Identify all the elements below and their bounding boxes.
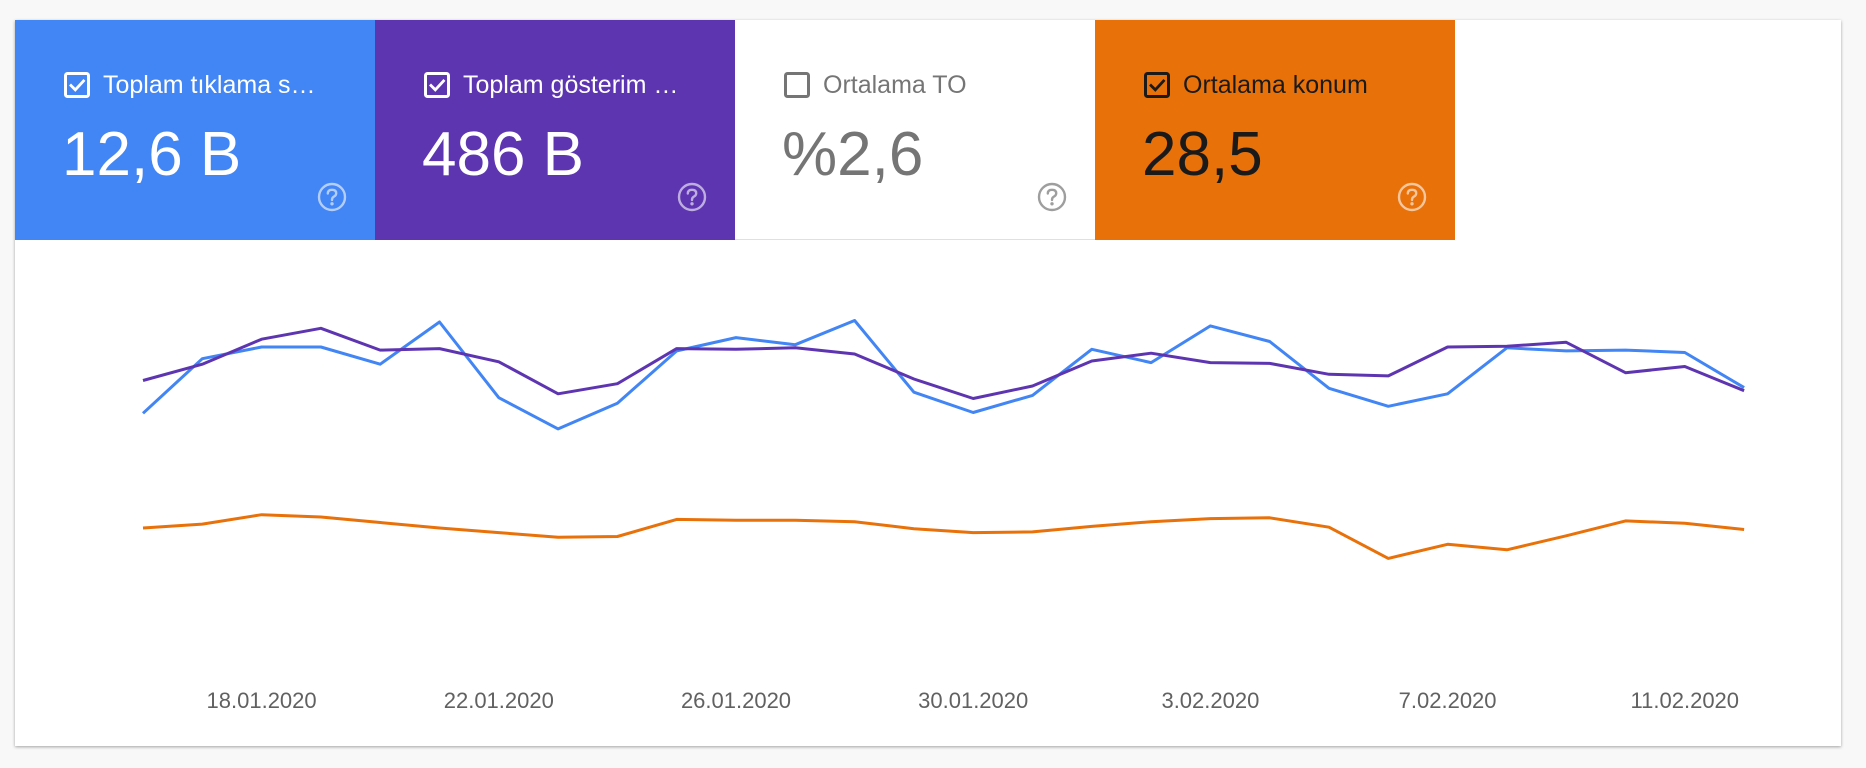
metric-tile-clicks[interactable]: Toplam tıklama s… 12,6 B <box>15 20 375 240</box>
x-tick-label: 26.01.2020 <box>681 688 791 713</box>
checkbox-empty-icon[interactable] <box>783 71 811 99</box>
metric-tile-header: Toplam tıklama s… <box>63 70 316 100</box>
metric-value: %2,6 <box>782 120 924 189</box>
metric-tile-impressions[interactable]: Toplam gösterim … 486 B <box>375 20 735 240</box>
x-tick-label: 22.01.2020 <box>444 688 554 713</box>
metric-value: 486 B <box>422 120 585 189</box>
metric-label: Ortalama TO <box>823 71 967 99</box>
checkbox-checked-icon[interactable] <box>63 71 91 99</box>
metric-label: Toplam gösterim … <box>463 71 679 99</box>
chart-svg: 18.01.2020 22.01.2020 26.01.2020 30.01.2020… <box>141 319 1745 713</box>
series-line-0 <box>141 319 1745 431</box>
series-line-2 <box>142 513 1745 560</box>
metric-value: 12,6 B <box>62 120 242 189</box>
help-circle-icon[interactable] <box>1036 181 1068 213</box>
performance-chart: 18.01.2020 22.01.2020 26.01.2020 30.01.2020… <box>15 240 1841 746</box>
metric-tile-ctr[interactable]: Ortalama TO %2,6 <box>735 20 1095 240</box>
checkbox-checked-icon[interactable] <box>423 71 451 99</box>
x-tick-label: 7.02.2020 <box>1399 688 1497 713</box>
metric-value: 28,5 <box>1142 120 1263 189</box>
metric-tile-header: Ortalama konum <box>1143 70 1368 100</box>
metric-label: Toplam tıklama s… <box>103 71 316 99</box>
x-tick-label: 3.02.2020 <box>1161 688 1259 713</box>
help-circle-icon[interactable] <box>1396 181 1428 213</box>
help-circle-icon[interactable] <box>316 181 348 213</box>
performance-card: Toplam tıklama s… 12,6 B Toplam gösterim …… <box>15 20 1841 746</box>
x-tick-label: 11.02.2020 <box>1631 688 1739 713</box>
metric-tile-position[interactable]: Ortalama konum 28,5 <box>1095 20 1455 240</box>
series-line-1 <box>142 326 1745 400</box>
metric-tile-header: Ortalama TO <box>783 70 967 100</box>
checkbox-checked-icon[interactable] <box>1143 71 1171 99</box>
x-tick-label: 18.01.2020 <box>207 688 317 713</box>
help-circle-icon[interactable] <box>676 181 708 213</box>
metric-tiles: Toplam tıklama s… 12,6 B Toplam gösterim …… <box>15 20 1455 240</box>
metric-label: Ortalama konum <box>1183 71 1368 99</box>
x-tick-label: 30.01.2020 <box>918 688 1028 713</box>
metric-tile-header: Toplam gösterim … <box>423 70 678 100</box>
